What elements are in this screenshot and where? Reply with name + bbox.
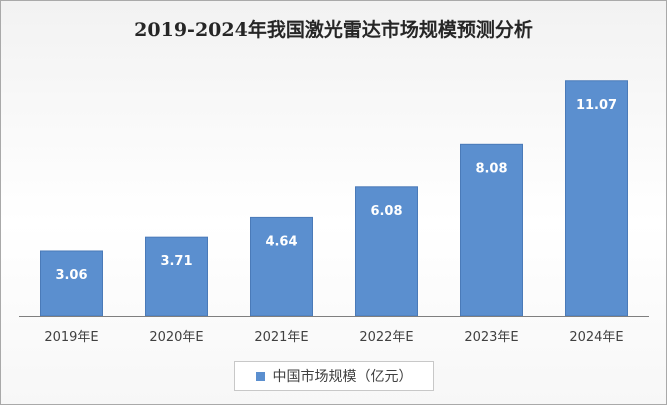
x-tick-label-6: 2024年E	[569, 330, 623, 345]
x-tick-label-5: 2023年E	[464, 330, 518, 345]
value-label-2: 3.71	[160, 254, 192, 269]
x-tick-label-1: 2019年E	[44, 330, 98, 345]
x-tick-label-3: 2021年E	[254, 330, 308, 345]
x-tick-label-4: 2022年E	[359, 330, 413, 345]
x-tick-labels-group: 2019年E 2020年E 2021年E 2022年E 2023年E 2024年E	[44, 330, 623, 345]
bar-1	[40, 250, 103, 317]
bar-3	[250, 216, 313, 317]
legend: 中国市场规模（亿元）	[234, 361, 434, 391]
value-label-5: 8.08	[475, 161, 507, 176]
legend-swatch	[255, 371, 265, 381]
bar-4	[355, 186, 418, 317]
value-label-6: 11.07	[576, 98, 617, 113]
value-label-1: 3.06	[55, 268, 87, 283]
value-labels-group: 3.06 3.71 4.64 6.08 8.08 11.07	[55, 98, 617, 283]
bars-group	[40, 80, 628, 317]
value-label-4: 6.08	[370, 204, 402, 219]
value-label-3: 4.64	[265, 234, 297, 249]
legend-label: 中国市场规模（亿元）	[272, 369, 413, 385]
bar-6	[565, 80, 628, 317]
x-tick-label-2: 2020年E	[149, 330, 203, 345]
bar-2	[145, 236, 208, 317]
chart-title: 2019-2024年我国激光雷达市场规模预测分析	[134, 19, 533, 41]
